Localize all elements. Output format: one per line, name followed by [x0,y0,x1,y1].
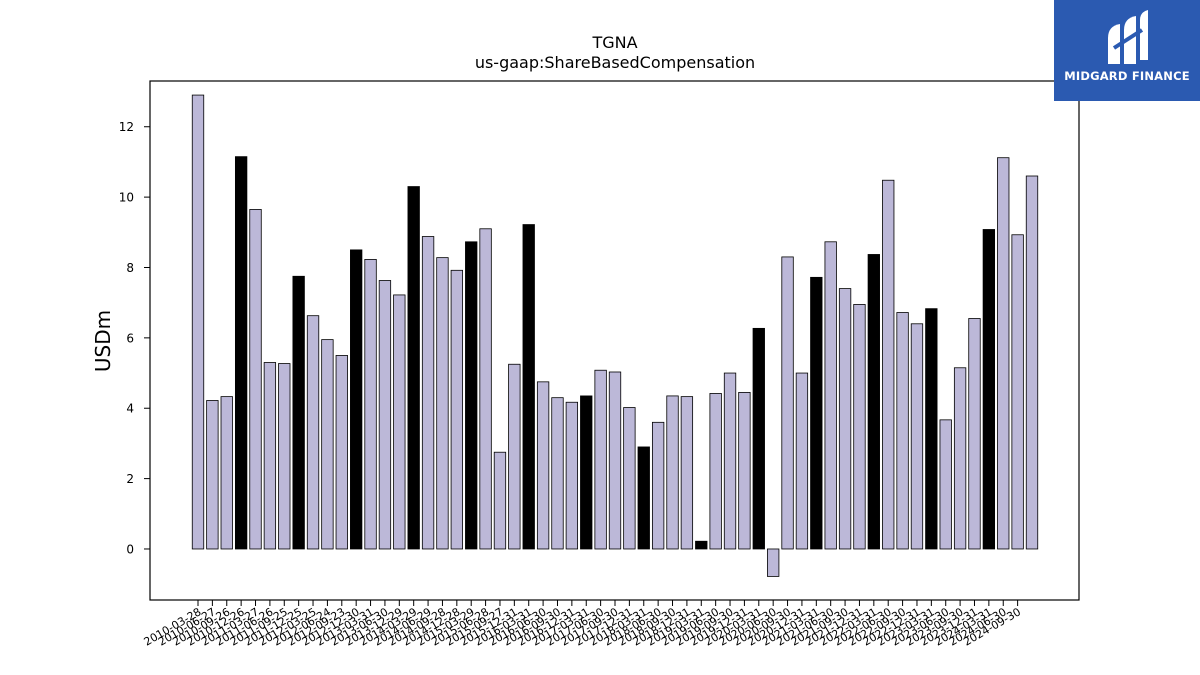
bar-2016-03-31 [522,224,535,550]
brand-logo: MIDGARD FINANCE [1054,0,1200,101]
bar-2011-09-25 [278,363,291,550]
plot-frame [149,80,1080,601]
x-axis: 2010-03-282010-06-272010-09-262010-12-26… [142,600,1023,649]
bar-2014-03-29 [407,186,420,550]
bar-2020-06-30 [767,548,780,577]
bar-2023-09-30 [953,367,967,550]
bar-2019-09-30 [723,372,737,550]
bar-2012-03-25 [306,315,320,550]
bar-2014-06-29 [421,236,435,550]
bar-2016-09-30 [551,397,564,550]
bar-2020-09-30 [781,256,794,550]
y-tick-label-4: 4 [126,402,134,416]
bars-group [191,94,1039,577]
bar-2022-06-30 [882,179,895,550]
y-tick-label-0: 0 [126,542,134,556]
bar-2010-06-27 [206,400,219,550]
bar-2020-12-31 [795,372,809,550]
y-tick-label-8: 8 [126,261,134,275]
bar-2021-09-30 [838,288,852,550]
bar-2024-09-30 [1011,234,1024,550]
bar-2013-06-30 [378,280,392,550]
bar-2015-06-28 [479,228,492,550]
y-tick-label-2: 2 [126,472,134,486]
chart-title: TGNA [591,33,637,52]
bar-2021-12-31 [853,304,866,550]
bar-2014-09-28 [436,257,449,550]
midgard-logo-icon [1108,10,1148,64]
bar-2012-06-24 [321,339,334,550]
bar-2023-12-31 [968,318,981,550]
bar-2010-09-26 [220,396,233,550]
bar-2018-12-31 [680,396,694,550]
bar-2017-12-31 [623,407,636,550]
bar-2013-03-31 [364,258,377,550]
bar-2022-09-30 [896,312,909,550]
bar-2019-12-31 [738,391,751,550]
y-axis-label: USDm [91,310,115,372]
bar-2010-12-26 [234,156,248,550]
bar-2011-06-26 [263,362,277,550]
chart-subtitle: us-gaap:ShareBasedCompensation [475,53,755,72]
bar-2011-03-27 [249,209,262,550]
bar-2020-03-31 [752,327,765,550]
bar-2023-03-31 [925,308,938,550]
bar-2019-06-30 [709,393,722,550]
bar-2011-12-25 [292,275,305,550]
bar-2022-03-31 [867,254,880,550]
bar-2022-12-31 [910,323,924,550]
bar-2016-12-31 [565,401,579,550]
y-tick-label-12: 12 [119,120,134,134]
bar-2018-06-30 [651,421,665,550]
bar-2012-09-23 [335,355,348,550]
bar-2019-03-31 [695,540,708,550]
bar-2018-03-31 [637,446,650,550]
bar-2017-09-30 [608,371,622,550]
bar-2024-03-31 [982,229,996,550]
y-tick-label-10: 10 [119,191,134,205]
y-axis: 0 2 4 6 8 10 12 [119,120,150,556]
bar-2021-03-31 [810,276,823,550]
bar-2015-03-29 [465,241,478,550]
bar-2014-12-28 [450,269,463,550]
bar-2013-12-29 [393,294,406,550]
bar-2016-06-30 [536,381,550,550]
y-tick-label-6: 6 [126,331,134,345]
bar-2015-09-27 [493,451,507,550]
bar-2017-03-31 [580,395,593,550]
bar-2024-06-30 [997,157,1010,550]
bar-2010-03-28 [191,94,205,550]
bar-2012-12-30 [350,249,363,550]
bar-2021-06-30 [824,241,837,550]
bar-undefined [1025,175,1039,550]
bar-2023-06-30 [939,419,952,550]
bar-2018-09-30 [666,395,679,550]
bar-2017-06-30 [594,369,607,550]
bar-2015-12-31 [508,363,521,550]
logo-text: MIDGARD FINANCE [1064,69,1190,83]
